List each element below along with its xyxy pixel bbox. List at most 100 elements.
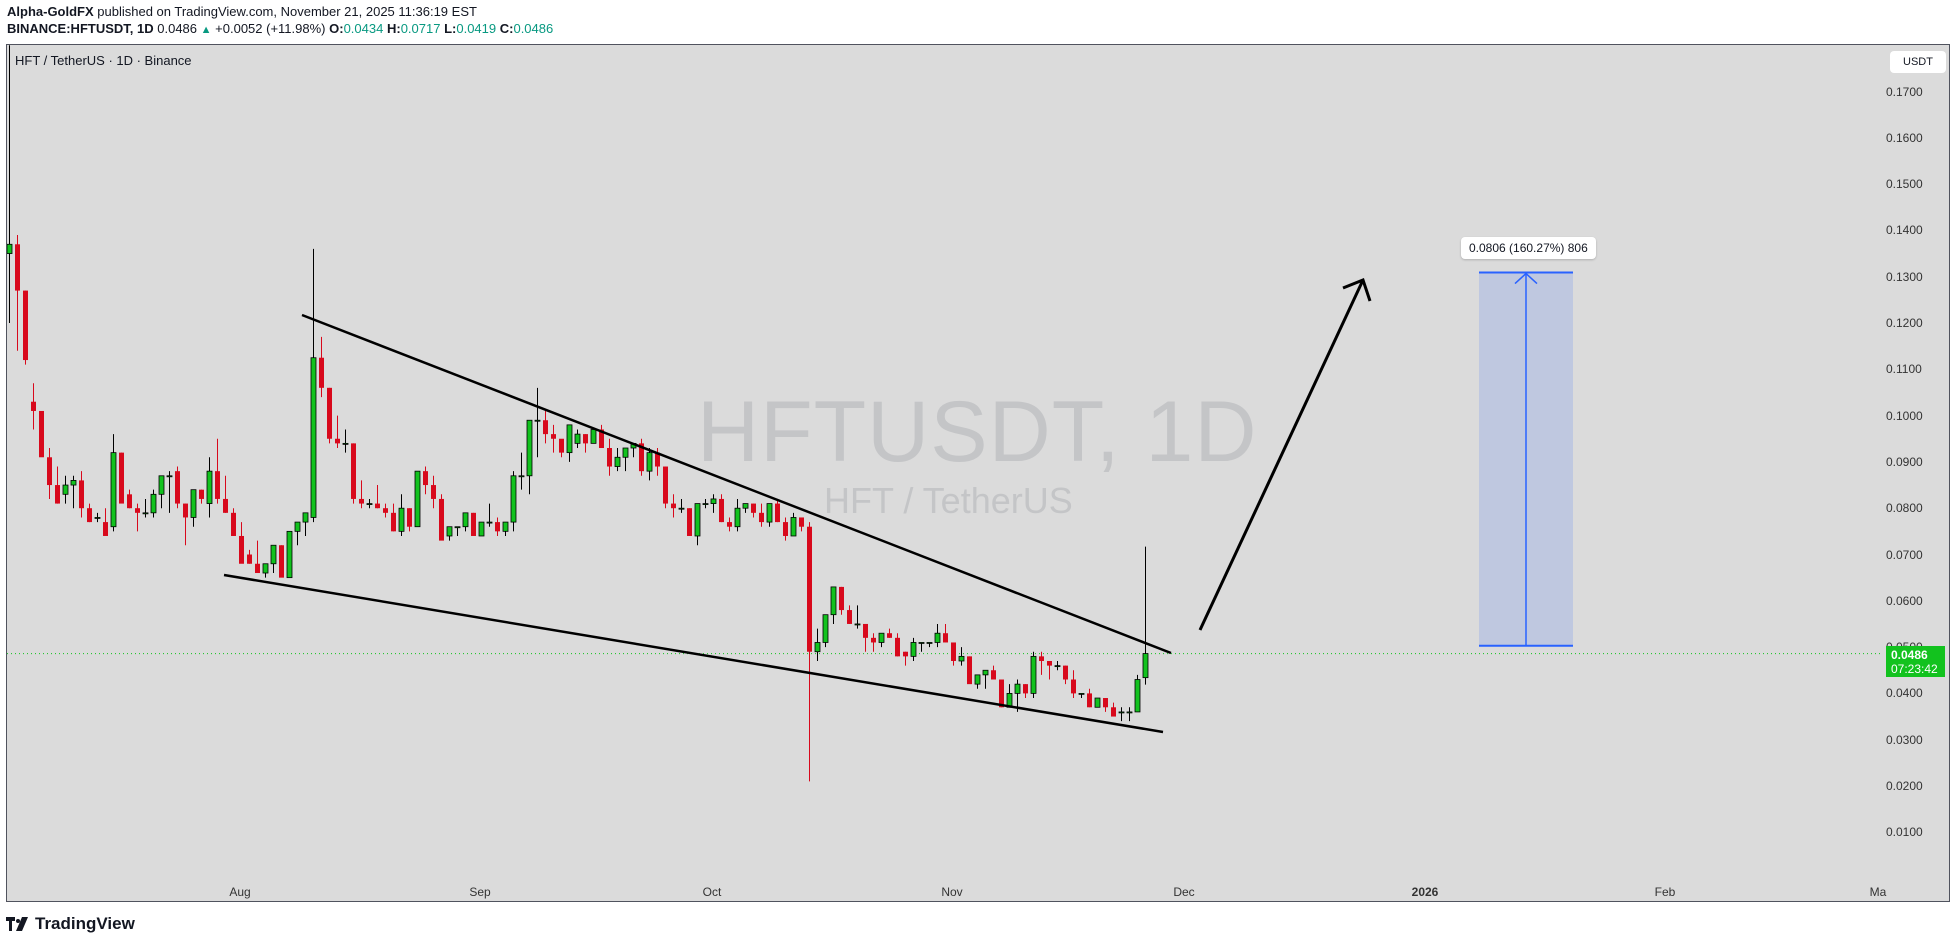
candle [366, 498, 373, 509]
candle [934, 623, 941, 648]
bar-countdown: 07:23:42 [1891, 662, 1938, 676]
candle [310, 248, 317, 523]
candle [783, 517, 788, 541]
candle [94, 512, 101, 523]
candle [1087, 688, 1092, 708]
candle [775, 498, 780, 523]
time-axis-label: Ma [1869, 885, 1887, 899]
candle [510, 471, 517, 532]
candle [583, 434, 588, 453]
time-axis-label: Feb [1654, 885, 1676, 899]
candle [70, 475, 77, 509]
candle [742, 503, 749, 513]
candle [951, 642, 956, 666]
price-axis-label: 0.1700 [1886, 84, 1923, 99]
candle [383, 503, 388, 518]
candle [294, 521, 301, 546]
candle [431, 475, 436, 509]
candle [62, 475, 69, 504]
candle [247, 549, 252, 564]
candle [790, 512, 797, 537]
watermark-symbol: HFTUSDT, 1D [697, 384, 1258, 480]
candle [526, 419, 533, 495]
price-axis-label: 0.0800 [1886, 501, 1923, 516]
symbol-label: BINANCE:HFTUSDT, 1D [7, 21, 154, 36]
candle [223, 475, 228, 513]
time-axis-label: Dec [1173, 885, 1195, 899]
candle [1071, 670, 1076, 699]
candle [327, 387, 332, 444]
candle [150, 489, 157, 518]
candle [918, 642, 925, 652]
candle [270, 544, 277, 574]
candle [446, 526, 453, 541]
high-label: H: [386, 21, 401, 36]
candle [142, 498, 149, 518]
candlestick-plot[interactable] [7, 45, 1950, 902]
candle [926, 642, 933, 648]
candle [439, 494, 444, 541]
candle [398, 494, 405, 536]
candle [678, 498, 685, 513]
time-axis-label: Nov [941, 885, 963, 899]
price-axis-label: 0.1200 [1886, 316, 1923, 330]
candle [279, 545, 284, 578]
candle [375, 485, 380, 509]
candle [534, 387, 541, 458]
price-axis-label: 0.1600 [1886, 130, 1923, 145]
candle [79, 471, 84, 518]
candle [335, 415, 340, 449]
currency-button[interactable]: USDT [1890, 51, 1946, 73]
candle [1118, 707, 1125, 722]
low-value: 0.0419 [456, 21, 497, 36]
chart-pane[interactable]: HFTUSDT, 1D HFT / TetherUS HFT / TetherU… [6, 44, 1950, 902]
candle [822, 614, 829, 648]
candle [407, 508, 412, 532]
price-axis-label: 0.0400 [1886, 686, 1923, 701]
price-axis-label: 0.1000 [1886, 408, 1923, 423]
candle [103, 508, 108, 536]
candle [646, 448, 653, 481]
price-axis-label: 0.0200 [1886, 779, 1923, 793]
candle [1134, 674, 1141, 713]
publish-info: Alpha-GoldFX published on TradingView.co… [7, 4, 477, 20]
candle [559, 438, 564, 458]
candle [639, 438, 644, 476]
tradingview-logo[interactable]: TradingView [6, 914, 135, 934]
candle [1054, 660, 1061, 671]
candle [830, 586, 837, 624]
candle [663, 466, 668, 509]
candle [110, 434, 117, 532]
candle [158, 475, 165, 509]
change-value: +0.0052 (+11.98%) [215, 21, 326, 36]
candle [974, 674, 981, 689]
candle [566, 424, 573, 462]
candle [759, 503, 764, 527]
candle [878, 632, 885, 648]
high-value: 0.0717 [400, 21, 441, 36]
time-axis-label: Oct [702, 885, 722, 899]
candle [183, 503, 188, 546]
candle [1006, 684, 1013, 708]
candle [702, 498, 709, 509]
candle [734, 498, 741, 532]
candle [351, 443, 356, 504]
open-label: O: [329, 21, 344, 36]
measure-label: 0.0806 (160.27%) 806 [1461, 237, 1596, 259]
time-axis-label: Aug [229, 885, 251, 899]
candle [751, 503, 756, 518]
candle [839, 586, 844, 615]
candle [694, 503, 701, 546]
lower-trendline [223, 573, 1164, 734]
candle [135, 503, 140, 532]
candle [1063, 665, 1068, 685]
candle [286, 530, 293, 579]
candle [391, 503, 396, 532]
candle [807, 522, 812, 782]
candle [302, 512, 309, 536]
price-axis-label: 0.1100 [1886, 362, 1922, 377]
candle [1047, 660, 1052, 680]
candle [1126, 707, 1133, 722]
candle [671, 494, 676, 518]
candle [255, 540, 260, 574]
